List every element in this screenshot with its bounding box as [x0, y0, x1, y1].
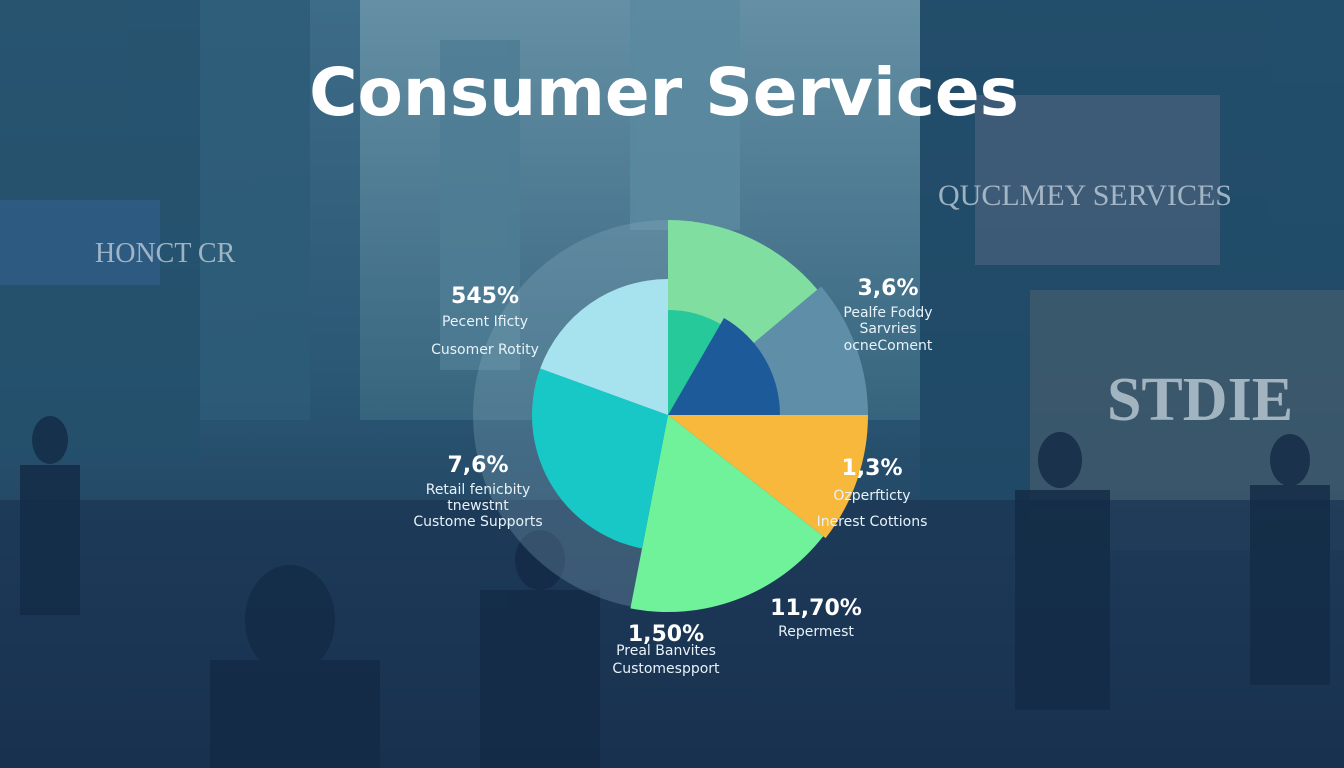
sign-text: QUCLMEY SERVICES	[938, 179, 1232, 212]
callout-label: Pecent Ificty	[442, 314, 528, 330]
pie-chart	[473, 220, 868, 612]
wedge	[540, 279, 668, 415]
callout-label: Cusomer Rotity	[431, 342, 539, 358]
callout-label: ocneComent	[844, 338, 933, 354]
callouts: 545% Pecent Ificty Cusomer Rotity 3,6% Pealf…	[413, 276, 933, 677]
callout-label: Customespport	[612, 661, 720, 677]
callout-label: tnewstnt	[447, 498, 509, 514]
wedge	[668, 310, 721, 415]
callout-value: 1,3%	[841, 456, 902, 481]
wedge	[630, 415, 824, 612]
callout-label: Sarvries	[859, 321, 916, 337]
callout-value: 1,50%	[628, 622, 704, 647]
sign-text: HONCT CR	[95, 238, 236, 269]
wedge	[668, 318, 780, 415]
wedge	[668, 415, 868, 539]
callout-label: Inerest Cottions	[817, 514, 928, 530]
callout-value: 3,6%	[857, 276, 918, 301]
crowd	[20, 416, 1330, 768]
callout-label: Ozperfticty	[833, 488, 910, 504]
callout-value: 11,70%	[770, 596, 862, 621]
wedge	[532, 368, 668, 549]
callout-value: 545%	[451, 284, 519, 309]
sign-text: STDIE	[1107, 366, 1293, 434]
title: Consumer Services	[309, 54, 1019, 131]
callout-label: Retail fenicbity	[426, 482, 531, 498]
callout-value: 7,6%	[447, 453, 508, 478]
callout-label: Pealfe Foddy	[843, 305, 932, 321]
callout-label: Repermest	[778, 624, 854, 640]
callout-label: Custome Supports	[413, 514, 542, 530]
callout-label: Preal Banvites	[616, 643, 716, 659]
